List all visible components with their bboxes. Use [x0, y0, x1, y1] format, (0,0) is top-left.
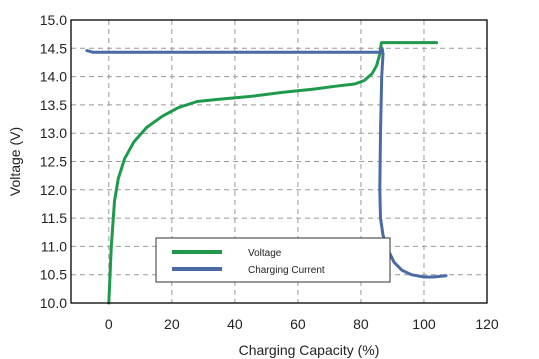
x-tick-label: 80: [353, 316, 369, 332]
y-tick-label: 13.0: [40, 125, 67, 141]
x-tick-label: 20: [164, 316, 180, 332]
x-axis-title: Charging Capacity (%): [239, 342, 380, 358]
y-axis-ticks: 10.0 10.5 11.0 11.5 12.0 12.5 13.0 13.5 14.0 14.5…: [40, 12, 67, 311]
x-axis-ticks: 0 20 40 60 80 100 120: [105, 316, 499, 332]
legend-label: Charging Current: [248, 265, 325, 276]
y-axis-title: Voltage (V): [7, 127, 23, 196]
x-tick-label: 100: [412, 316, 436, 332]
y-tick-label: 12.5: [40, 154, 67, 170]
x-tick-label: 60: [290, 316, 306, 332]
x-tick-label: 120: [475, 316, 499, 332]
plot-frame: [70, 19, 488, 304]
legend-box: [155, 237, 391, 283]
y-tick-label: 12.0: [40, 182, 67, 198]
legend-label: Voltage: [248, 248, 282, 259]
y-tick-label: 11.0: [41, 238, 67, 254]
y-tick-label: 14.5: [40, 40, 67, 56]
series-lines: [85, 41, 448, 305]
y-tick-label: 10.0: [40, 295, 67, 311]
y-tick-label: 13.5: [40, 97, 67, 113]
y-tick-label: 11.5: [41, 210, 67, 226]
y-tick-label: 10.5: [40, 267, 67, 283]
y-tick-label: 14.0: [40, 69, 67, 85]
y-tick-label: 15.0: [40, 12, 67, 28]
x-tick-label: 40: [227, 316, 243, 332]
x-tick-label: 0: [105, 316, 113, 332]
series-line-charging-current: [85, 46, 448, 279]
legend: Voltage Charging Current: [155, 237, 391, 283]
